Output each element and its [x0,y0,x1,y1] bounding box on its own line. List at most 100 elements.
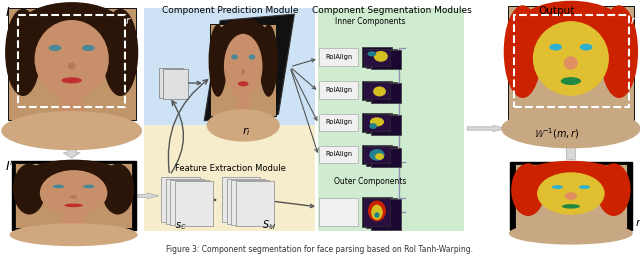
Ellipse shape [552,185,563,189]
Text: Feature Extraction Module: Feature Extraction Module [175,164,286,173]
Ellipse shape [68,62,76,69]
FancyBboxPatch shape [210,24,276,116]
FancyBboxPatch shape [319,198,358,226]
FancyBboxPatch shape [59,95,84,120]
Ellipse shape [537,172,605,215]
FancyBboxPatch shape [366,146,397,166]
FancyBboxPatch shape [371,199,401,230]
Ellipse shape [82,45,95,51]
Text: RoIAlign: RoIAlign [325,119,352,125]
Ellipse shape [207,109,280,142]
Ellipse shape [83,185,95,188]
FancyBboxPatch shape [237,96,250,116]
Ellipse shape [231,54,238,59]
FancyBboxPatch shape [8,8,136,120]
Text: RoIAlign: RoIAlign [325,87,352,93]
Ellipse shape [504,5,541,98]
Text: $\mathbb{W}(I,r)$: $\mathbb{W}(I,r)$ [19,125,48,138]
FancyBboxPatch shape [319,146,358,163]
FancyBboxPatch shape [144,125,315,231]
Text: Outer Components: Outer Components [333,177,406,186]
Ellipse shape [375,153,384,160]
Text: RoIAlign: RoIAlign [325,54,352,60]
Ellipse shape [102,9,138,96]
FancyBboxPatch shape [362,197,392,227]
Ellipse shape [564,192,577,200]
Ellipse shape [562,204,580,209]
FancyBboxPatch shape [364,49,390,66]
FancyBboxPatch shape [371,50,401,69]
Ellipse shape [49,45,61,51]
Ellipse shape [5,9,41,96]
Text: $S_{\mathbb{M}}$: $S_{\mathbb{M}}$ [262,218,276,232]
FancyBboxPatch shape [508,6,634,120]
Text: $I'$: $I'$ [5,159,14,174]
Polygon shape [204,14,294,121]
Ellipse shape [371,205,383,220]
FancyBboxPatch shape [166,179,204,224]
Text: $r$: $r$ [630,15,637,26]
FancyBboxPatch shape [362,47,392,67]
Ellipse shape [224,34,262,99]
Text: $s_{\mathbb{C}}$: $s_{\mathbb{C}}$ [175,220,186,232]
Ellipse shape [19,2,124,53]
FancyBboxPatch shape [159,68,183,98]
FancyBboxPatch shape [163,69,188,99]
FancyBboxPatch shape [236,181,274,226]
FancyBboxPatch shape [62,214,85,228]
Ellipse shape [596,163,630,216]
Text: $I$: $I$ [5,6,10,20]
Ellipse shape [238,81,248,86]
Text: Component Prediction Module: Component Prediction Module [162,6,299,15]
FancyBboxPatch shape [319,48,358,66]
FancyBboxPatch shape [318,8,464,231]
Ellipse shape [369,149,385,161]
FancyBboxPatch shape [161,177,200,222]
FancyBboxPatch shape [515,164,627,228]
Ellipse shape [35,20,109,98]
Ellipse shape [10,223,138,246]
Polygon shape [138,193,159,199]
FancyBboxPatch shape [364,114,390,131]
Ellipse shape [564,56,578,70]
FancyBboxPatch shape [362,113,392,132]
FancyBboxPatch shape [366,82,397,101]
FancyBboxPatch shape [231,180,269,225]
Text: Component Segmentation Modules: Component Segmentation Modules [312,6,472,15]
FancyBboxPatch shape [175,181,213,226]
Ellipse shape [370,117,384,126]
Text: $\mathbb{W}^{-1}(m,r)$: $\mathbb{W}^{-1}(m,r)$ [534,126,580,141]
FancyBboxPatch shape [364,82,390,99]
Text: $r$: $r$ [125,15,132,26]
Ellipse shape [515,1,627,57]
Ellipse shape [368,200,386,221]
FancyBboxPatch shape [144,8,315,231]
Text: $r_i$: $r_i$ [242,125,251,138]
Ellipse shape [369,123,377,129]
Ellipse shape [40,170,108,216]
FancyBboxPatch shape [15,163,132,228]
FancyBboxPatch shape [362,145,392,164]
Ellipse shape [248,54,255,59]
Ellipse shape [241,69,245,75]
FancyBboxPatch shape [227,179,265,224]
Text: $m$: $m$ [635,218,640,228]
Ellipse shape [52,185,64,188]
FancyBboxPatch shape [319,81,358,99]
Ellipse shape [26,160,122,190]
Text: Output: Output [539,6,575,16]
Ellipse shape [367,51,376,56]
Polygon shape [467,125,506,132]
FancyBboxPatch shape [364,198,390,226]
FancyBboxPatch shape [170,180,209,225]
Ellipse shape [64,204,83,207]
FancyBboxPatch shape [366,114,397,133]
Text: Inner Components: Inner Components [335,17,405,26]
Ellipse shape [549,44,562,51]
FancyBboxPatch shape [371,115,401,135]
Ellipse shape [70,195,77,199]
FancyBboxPatch shape [222,177,260,222]
FancyBboxPatch shape [319,114,358,131]
Ellipse shape [533,21,609,96]
Polygon shape [563,121,579,159]
